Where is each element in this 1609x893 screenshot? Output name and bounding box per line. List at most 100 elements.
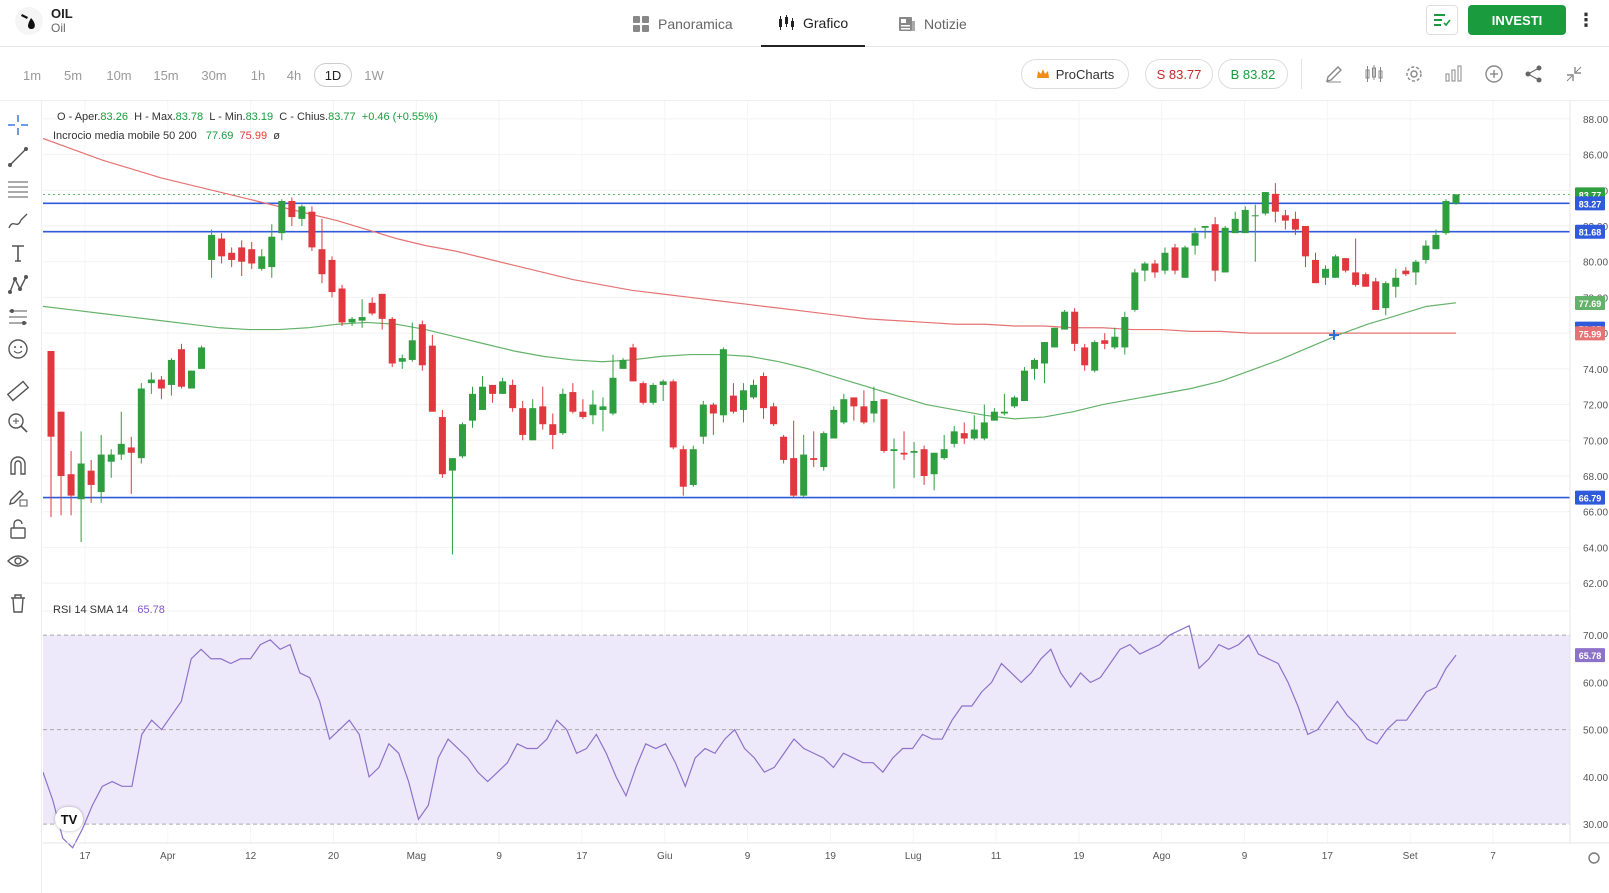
change-value: +0.46 (+0.55%)	[361, 111, 438, 123]
tab-panoramica[interactable]: Panoramica	[632, 0, 742, 47]
candle-body	[278, 201, 286, 234]
price-tick-label: 72.00	[1583, 401, 1608, 412]
buy-button[interactable]: B 83.82	[1218, 59, 1288, 89]
candle-body	[1081, 347, 1089, 366]
fib-lines-icon[interactable]	[6, 177, 30, 201]
eye-icon[interactable]	[6, 549, 30, 573]
candle-body	[950, 431, 958, 444]
candle-body	[1362, 274, 1370, 287]
candle-body	[67, 474, 75, 496]
timeframe-1h[interactable]: 1h	[250, 67, 266, 83]
price-tick-label: 80.00	[1583, 258, 1608, 269]
price-label-text: 75.99	[1579, 329, 1602, 339]
date-tick-label: 17	[576, 851, 588, 862]
add-compare-icon[interactable]	[1482, 62, 1506, 86]
candle-body	[1061, 311, 1069, 330]
timeframe-1w[interactable]: 1W	[364, 67, 384, 83]
oil-logo-icon	[14, 6, 44, 36]
candle-body	[519, 408, 527, 435]
candle-body	[1261, 192, 1269, 214]
zoom-in-icon[interactable]	[6, 411, 30, 435]
tab-notizie[interactable]: Notizie	[898, 0, 988, 47]
indicators-icon[interactable]	[1362, 62, 1386, 86]
candle-body	[1121, 317, 1129, 348]
candle-body	[1332, 256, 1340, 278]
candle-body	[1312, 259, 1319, 284]
price-tick-label: 74.00	[1583, 365, 1608, 376]
timeframe-5m[interactable]: 5m	[63, 67, 83, 83]
timeframe-15m[interactable]: 15m	[153, 67, 179, 83]
timeframe-10m[interactable]: 10m	[106, 67, 132, 83]
candle-body	[940, 449, 948, 459]
candle-body	[208, 234, 216, 260]
candle-body	[268, 236, 276, 268]
chart-type-icon[interactable]	[1442, 62, 1466, 86]
pattern-icon[interactable]	[6, 273, 30, 297]
candle-body	[1041, 342, 1049, 364]
share-icon[interactable]	[1522, 62, 1546, 86]
crosshair-icon[interactable]	[6, 113, 30, 137]
candle-body	[1161, 252, 1169, 271]
candle-body	[910, 451, 918, 453]
candle-body	[709, 404, 717, 414]
drawing-toolbar	[0, 101, 42, 893]
candle-body	[1010, 397, 1018, 407]
forecast-icon[interactable]	[6, 305, 30, 329]
trendline-icon[interactable]	[6, 145, 30, 169]
collapse-icon[interactable]	[1562, 62, 1586, 86]
candle-body	[167, 359, 175, 385]
rsi-label-text: 65.78	[1579, 651, 1602, 661]
candle-body	[589, 404, 597, 416]
candle-body	[378, 293, 386, 319]
timeframe-4h[interactable]: 4h	[286, 67, 302, 83]
candle-body	[47, 351, 55, 437]
trash-icon[interactable]	[6, 591, 30, 615]
text-tool-icon[interactable]	[6, 241, 30, 265]
ruler-icon[interactable]	[6, 379, 30, 403]
tab-grafico[interactable]: Grafico	[761, 0, 865, 47]
tab-grafico-label: Grafico	[803, 14, 849, 31]
candle-body	[719, 349, 727, 416]
candle-body	[529, 408, 537, 441]
draw-pencil-icon[interactable]	[1322, 62, 1346, 86]
candle-body	[147, 379, 155, 384]
watchlist-button[interactable]	[1426, 5, 1458, 35]
instrument-name: Oil	[51, 21, 66, 35]
candle-body	[609, 377, 617, 414]
candle-body	[1111, 336, 1119, 348]
candle-body	[639, 383, 647, 403]
timeframe-1d[interactable]: 1D	[314, 63, 352, 87]
candle-body	[980, 422, 988, 439]
date-tick-label: 9	[1242, 851, 1248, 862]
candle-body	[1151, 263, 1159, 273]
rsi-tick-label: 70.00	[1583, 631, 1608, 642]
candle-body	[890, 449, 898, 451]
candle-body	[448, 458, 456, 471]
candle-body	[1382, 283, 1390, 309]
brush-icon[interactable]	[6, 209, 30, 233]
candle-body	[288, 201, 296, 218]
emoji-icon[interactable]	[6, 337, 30, 361]
top-bar: OIL Oil Panoramica Grafico Notizie INVES…	[0, 0, 1609, 47]
timeframe-1m[interactable]: 1m	[22, 67, 42, 83]
rsi-label: RSI 14 SMA 14	[53, 604, 129, 616]
candle-body	[489, 384, 497, 394]
price-chart[interactable]: 88.0086.0084.0082.0080.0078.0076.0074.00…	[43, 101, 1609, 893]
candle-body	[559, 393, 567, 434]
price-label-text: 77.69	[1579, 299, 1602, 309]
timeframe-30m[interactable]: 30m	[201, 67, 227, 83]
lock-drawing-icon[interactable]	[6, 485, 30, 509]
invest-button[interactable]: INVESTI	[1468, 5, 1566, 35]
date-tick-label: 11	[991, 851, 1002, 862]
more-menu-icon[interactable]: ⋮	[1577, 9, 1595, 30]
candle-body	[398, 358, 406, 362]
settings-gear-icon[interactable]	[1402, 62, 1426, 86]
candle-body	[1000, 411, 1008, 414]
unlock-icon[interactable]	[6, 517, 30, 541]
candle-body	[1051, 327, 1059, 348]
rsi-line	[43, 624, 1457, 849]
magnet-icon[interactable]	[6, 453, 30, 477]
procharts-button[interactable]: ProCharts	[1021, 59, 1129, 89]
tab-panoramica-label: Panoramica	[658, 15, 733, 32]
sell-button[interactable]: S 83.77	[1145, 59, 1213, 89]
